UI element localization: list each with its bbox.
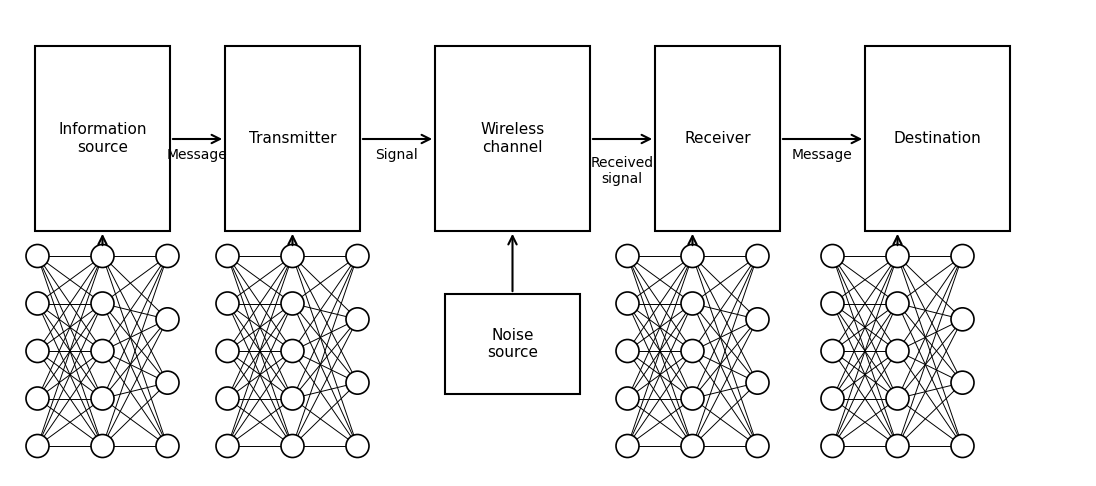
Bar xyxy=(225,46,359,231)
Circle shape xyxy=(681,387,704,410)
Circle shape xyxy=(281,244,304,267)
Circle shape xyxy=(281,292,304,315)
Circle shape xyxy=(951,371,974,394)
Circle shape xyxy=(91,387,114,410)
Text: Wireless
channel: Wireless channel xyxy=(480,122,545,155)
Circle shape xyxy=(821,434,844,457)
Circle shape xyxy=(156,244,179,267)
Circle shape xyxy=(746,434,769,457)
Circle shape xyxy=(821,244,844,267)
Circle shape xyxy=(681,340,704,363)
Circle shape xyxy=(281,434,304,457)
Text: Message: Message xyxy=(791,148,853,162)
Text: Received
signal: Received signal xyxy=(591,156,653,186)
Circle shape xyxy=(216,340,239,363)
Circle shape xyxy=(26,434,49,457)
Circle shape xyxy=(91,434,114,457)
Circle shape xyxy=(616,434,639,457)
Circle shape xyxy=(91,292,114,315)
Circle shape xyxy=(26,387,49,410)
Circle shape xyxy=(156,308,179,331)
Circle shape xyxy=(216,434,239,457)
Circle shape xyxy=(886,434,909,457)
Circle shape xyxy=(886,340,909,363)
Bar xyxy=(865,46,1011,231)
Circle shape xyxy=(886,244,909,267)
Circle shape xyxy=(216,244,239,267)
Circle shape xyxy=(681,434,704,457)
Circle shape xyxy=(681,244,704,267)
Circle shape xyxy=(91,244,114,267)
Bar xyxy=(35,46,170,231)
Circle shape xyxy=(216,387,239,410)
Circle shape xyxy=(91,340,114,363)
Circle shape xyxy=(26,292,49,315)
Circle shape xyxy=(821,340,844,363)
Circle shape xyxy=(681,292,704,315)
Circle shape xyxy=(951,244,974,267)
Circle shape xyxy=(216,292,239,315)
Circle shape xyxy=(346,434,369,457)
Bar xyxy=(655,46,780,231)
Text: Information
source: Information source xyxy=(58,122,147,155)
Circle shape xyxy=(821,292,844,315)
Circle shape xyxy=(746,308,769,331)
Circle shape xyxy=(346,244,369,267)
Bar xyxy=(445,294,580,394)
Text: Message: Message xyxy=(167,148,227,162)
Text: Destination: Destination xyxy=(893,131,981,146)
Circle shape xyxy=(281,340,304,363)
Circle shape xyxy=(616,292,639,315)
Circle shape xyxy=(746,244,769,267)
Circle shape xyxy=(156,434,179,457)
Bar xyxy=(435,46,590,231)
Circle shape xyxy=(26,340,49,363)
Circle shape xyxy=(616,244,639,267)
Circle shape xyxy=(616,387,639,410)
Circle shape xyxy=(746,371,769,394)
Circle shape xyxy=(951,308,974,331)
Circle shape xyxy=(281,387,304,410)
Text: Signal: Signal xyxy=(376,148,419,162)
Circle shape xyxy=(616,340,639,363)
Circle shape xyxy=(346,308,369,331)
Circle shape xyxy=(346,371,369,394)
Circle shape xyxy=(951,434,974,457)
Text: Transmitter: Transmitter xyxy=(249,131,336,146)
Circle shape xyxy=(156,371,179,394)
Circle shape xyxy=(886,387,909,410)
Text: Receiver: Receiver xyxy=(684,131,751,146)
Text: Noise
source: Noise source xyxy=(487,328,538,360)
Circle shape xyxy=(26,244,49,267)
Circle shape xyxy=(886,292,909,315)
Circle shape xyxy=(821,387,844,410)
